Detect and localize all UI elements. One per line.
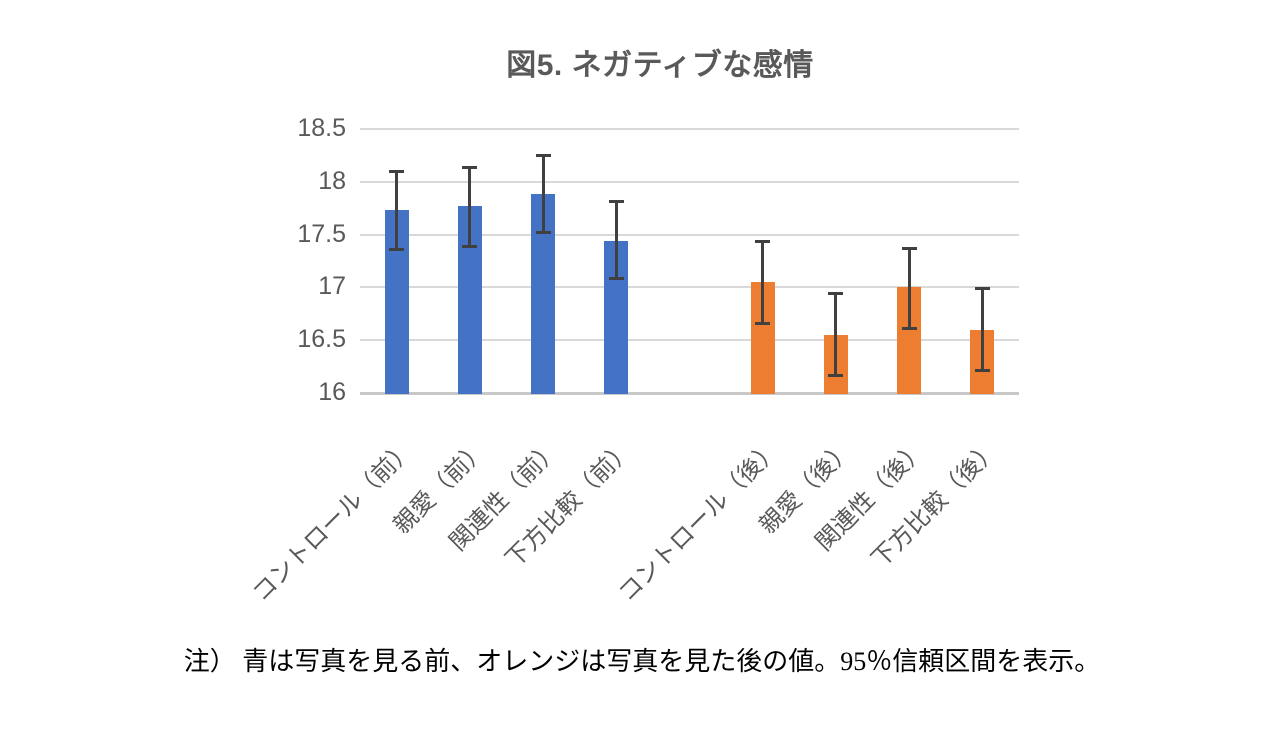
y-axis-tick-label: 18.5 [297,114,346,142]
error-bar-cap-top [608,200,624,204]
error-bar-cap-top [389,169,405,173]
error-bar-line [468,167,472,247]
error-bar-line [907,248,911,329]
y-gridline [360,339,1019,342]
error-bar-cap-bottom [535,230,551,234]
error-bar-line [834,293,838,376]
y-gridline [360,180,1019,183]
y-axis-tick-label: 17.5 [297,219,346,248]
y-axis-tick-label: 16.5 [297,325,346,354]
error-bar-cap-top [755,240,771,244]
error-bar-line [395,171,399,250]
y-axis-tick-label: 18 [318,166,346,195]
error-bar-cap-bottom [389,247,405,251]
error-bar-cap-top [828,292,844,296]
error-bar-cap-bottom [828,373,844,377]
error-bar-line [541,155,545,233]
error-bar-cap-bottom [462,244,478,248]
error-bar-cap-top [974,286,990,290]
x-axis-label: 下方比較（前） [500,435,639,574]
y-gridline [360,286,1019,289]
error-bar-cap-top [535,153,551,157]
error-bar-cap-bottom [608,277,624,281]
x-axis-line [360,392,1019,395]
error-bar-line [614,201,618,279]
y-gridline [360,128,1019,130]
error-bar-line [761,241,765,324]
error-bar-cap-bottom [755,321,771,325]
chart-note: 注） 青は写真を見る前、オレンジは写真を見た後の値。95％信頼区間を表示。 [183,647,1101,676]
error-bar-cap-top [462,165,478,169]
error-bar-cap-top [901,246,917,250]
x-axis-label: 下方比較（後） [866,435,1005,574]
error-bar-line [980,288,984,371]
y-gridline [360,233,1019,236]
error-bar-cap-bottom [974,369,990,373]
error-bar-cap-bottom [901,327,917,331]
y-axis-tick-label: 17 [318,272,346,301]
chart-title: 図5. ネガティブな感情 [506,49,814,82]
y-axis-tick-label: 16 [318,378,346,406]
